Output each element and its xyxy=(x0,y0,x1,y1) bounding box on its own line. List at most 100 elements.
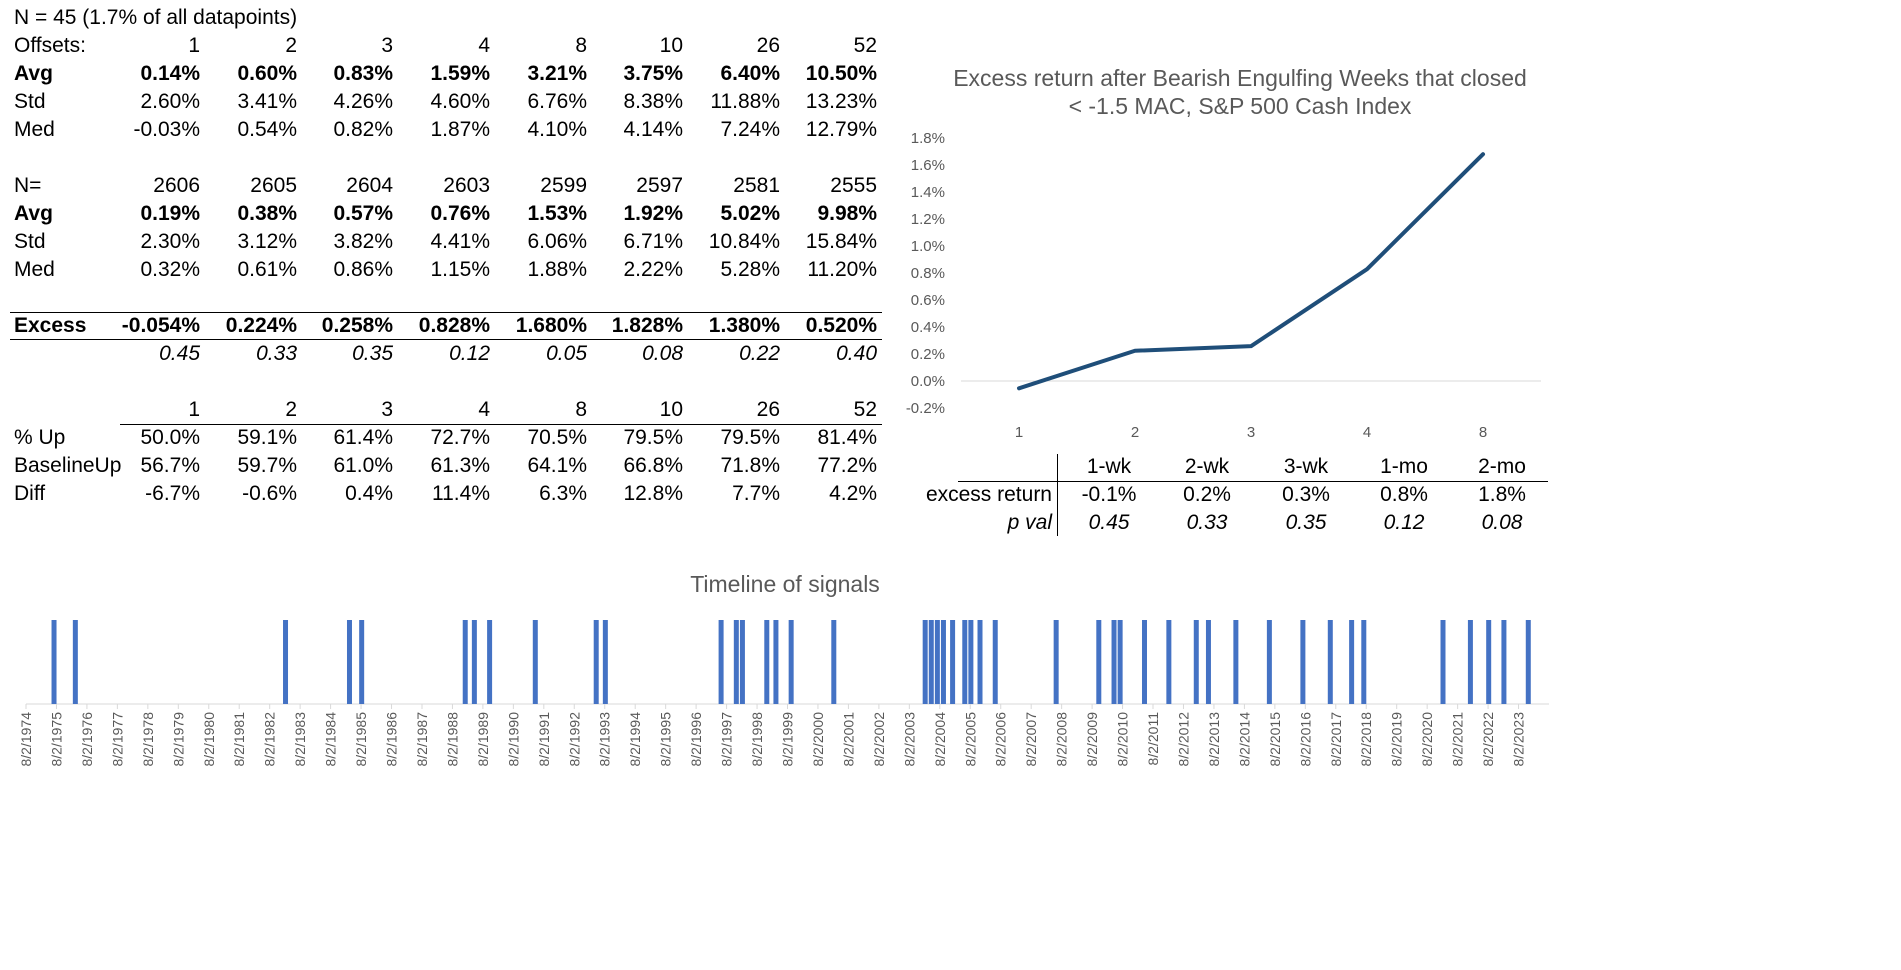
timeline-date-label: 8/2/2004 xyxy=(932,712,948,767)
baseline-med-value-1: 0.32% xyxy=(140,258,200,281)
signal-bar xyxy=(1193,620,1199,704)
timeline-date-label: 8/2/2011 xyxy=(1145,712,1161,766)
timeline-date-label: 8/2/1999 xyxy=(780,712,796,767)
signal-bar xyxy=(1096,620,1102,704)
signal-avg-value-2: 0.60% xyxy=(237,62,297,85)
signal-std-value-3: 4.26% xyxy=(333,90,393,113)
signal-label-std: Std xyxy=(14,90,46,113)
signal-bar xyxy=(1349,620,1355,704)
timeline-date-label: 8/2/1998 xyxy=(749,712,765,767)
timeline-date-label: 8/2/2003 xyxy=(901,712,917,767)
baseline-avg-value-8: 9.98% xyxy=(817,202,877,225)
timeline-date-label: 8/2/2010 xyxy=(1115,712,1131,767)
x-tick-label: 2 xyxy=(1131,424,1139,441)
signal-bar xyxy=(1300,620,1306,704)
up-label-diff: Diff xyxy=(14,482,46,505)
up-baselineup-value-3: 61.0% xyxy=(333,454,393,477)
pvalue-6: 0.08 xyxy=(642,342,683,365)
up-baselineup-value-8: 77.2% xyxy=(817,454,877,477)
up-baselineup-value-6: 66.8% xyxy=(623,454,683,477)
y-tick-label: -0.2% xyxy=(906,400,945,417)
baseline-n-value-4: 2603 xyxy=(443,174,490,197)
summary-row-2-value-3: 0.35 xyxy=(1285,511,1327,534)
offset-header-1: 1 xyxy=(188,34,200,57)
signal-med-value-1: -0.03% xyxy=(133,118,200,141)
baseline-n-value-2: 2605 xyxy=(250,174,297,197)
signal-bar xyxy=(471,620,477,704)
signal-bar xyxy=(1467,620,1473,704)
summary-row-1-value-1: -0.1% xyxy=(1081,483,1137,506)
baseline-std-value-5: 6.06% xyxy=(527,230,587,253)
timeline-date-label: 8/2/1992 xyxy=(566,712,582,767)
signal-med-value-6: 4.14% xyxy=(623,118,683,141)
timeline-date-label: 8/2/1989 xyxy=(475,712,491,767)
summary-row-2-value-4: 0.12 xyxy=(1383,511,1425,534)
up-up-value-6: 79.5% xyxy=(623,426,683,449)
timeline-date-label: 8/2/1983 xyxy=(292,712,308,767)
up-offset-header-3: 3 xyxy=(381,398,393,421)
timeline-date-label: 8/2/2009 xyxy=(1084,712,1100,767)
timeline-date-label: 8/2/2015 xyxy=(1267,712,1283,767)
baseline-std-value-3: 3.82% xyxy=(333,230,393,253)
offset-header-4: 4 xyxy=(478,34,490,57)
baseline-n-value-5: 2599 xyxy=(540,174,587,197)
baseline-avg-value-2: 0.38% xyxy=(237,202,297,225)
signal-bar xyxy=(593,620,599,704)
timeline-date-label: 8/2/2017 xyxy=(1328,712,1344,767)
line-chart-title: Excess return after Bearish Engulfing We… xyxy=(900,64,1580,120)
signal-med-value-4: 1.87% xyxy=(430,118,490,141)
excess-return-line xyxy=(1017,152,1485,391)
y-tick-label: 0.0% xyxy=(911,373,945,390)
signal-bar xyxy=(1501,620,1507,704)
signal-std-value-5: 6.76% xyxy=(527,90,587,113)
y-tick-label: 0.6% xyxy=(911,292,945,309)
baseline-label-n-: N= xyxy=(14,174,42,197)
up-up-value-3: 61.4% xyxy=(333,426,393,449)
summary-table-header-rule xyxy=(958,481,1548,482)
y-tick-label: 1.0% xyxy=(911,238,945,255)
signal-std-value-4: 4.60% xyxy=(430,90,490,113)
timeline-date-label: 8/2/2016 xyxy=(1297,712,1313,767)
baseline-n-value-8: 2555 xyxy=(830,174,877,197)
timeline-date-label: 8/2/1985 xyxy=(353,712,369,767)
offsets-label: Offsets: xyxy=(14,34,86,57)
signal-avg-value-4: 1.59% xyxy=(430,62,490,85)
timeline-date-label: 8/2/2019 xyxy=(1389,712,1405,767)
signal-bar xyxy=(1327,620,1333,704)
timeline-date-label: 8/2/1978 xyxy=(140,712,156,767)
signal-med-value-7: 7.24% xyxy=(720,118,780,141)
signal-bar xyxy=(1141,620,1147,704)
baseline-std-value-2: 3.12% xyxy=(237,230,297,253)
x-tick-label: 1 xyxy=(1015,424,1023,441)
summary-header-4: 1-mo xyxy=(1380,455,1428,478)
baseline-med-value-6: 2.22% xyxy=(623,258,683,281)
up-baselineup-value-2: 59.7% xyxy=(237,454,297,477)
up-up-value-8: 81.4% xyxy=(817,426,877,449)
up-offset-header-5: 8 xyxy=(575,398,587,421)
timeline-date-label: 8/2/2000 xyxy=(810,712,826,767)
signal-avg-value-3: 0.83% xyxy=(333,62,393,85)
summary-row-2-value-5: 0.08 xyxy=(1481,511,1523,534)
timeline-date-label: 8/2/1986 xyxy=(384,712,400,767)
up-up-value-4: 72.7% xyxy=(430,426,490,449)
baseline-label-avg: Avg xyxy=(14,202,53,225)
up-diff-value-3: 0.4% xyxy=(345,482,393,505)
signal-bar xyxy=(359,620,365,704)
baseline-med-value-3: 0.86% xyxy=(333,258,393,281)
excess-value-5: 1.680% xyxy=(515,314,587,337)
offset-header-3: 3 xyxy=(381,34,393,57)
baseline-med-value-5: 1.88% xyxy=(527,258,587,281)
signal-label-med: Med xyxy=(14,118,55,141)
signal-bar xyxy=(1486,620,1492,704)
timeline-date-label: 8/2/1995 xyxy=(658,712,674,767)
signal-bar xyxy=(1111,620,1117,704)
signal-avg-value-1: 0.14% xyxy=(140,62,200,85)
summary-table-vertical-rule xyxy=(1057,454,1058,536)
signal-label-avg: Avg xyxy=(14,62,53,85)
timeline-date-label: 8/2/2007 xyxy=(1023,712,1039,767)
timeline-date-label: 8/2/1974 xyxy=(18,712,34,767)
up-offset-header-8: 52 xyxy=(853,398,877,421)
baseline-avg-value-6: 1.92% xyxy=(623,202,683,225)
timeline-date-label: 8/2/2023 xyxy=(1511,712,1527,767)
baseline-n-value-7: 2581 xyxy=(733,174,780,197)
